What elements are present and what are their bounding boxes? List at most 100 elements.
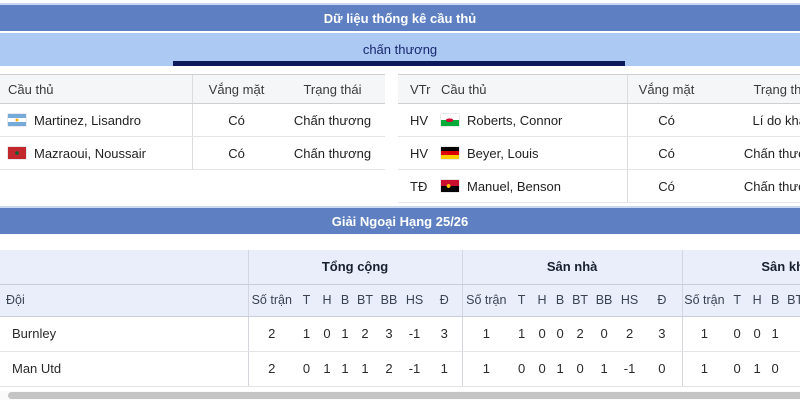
- col-header-matches: Số trận: [681, 284, 727, 317]
- stat-value: 0: [766, 351, 785, 387]
- col-header-wins: T: [295, 284, 318, 317]
- stat-value: 1: [295, 316, 318, 352]
- argentina-flag-icon: [8, 114, 26, 126]
- horizontal-scrollbar-thumb[interactable]: [8, 392, 800, 399]
- col-header-position: VTr: [410, 81, 431, 97]
- league-title: Giải Ngoại Hạng 25/26: [331, 213, 469, 229]
- player-name[interactable]: Manuel, Benson: [467, 178, 561, 194]
- stat-value: 3: [427, 316, 463, 352]
- stat-value: 1: [336, 351, 354, 387]
- player-row[interactable]: TĐ Manuel, Benson Có Chấn thương: [398, 170, 800, 203]
- stat-value: 0: [642, 351, 683, 387]
- status-value: Chấn thương: [293, 145, 372, 161]
- col-header-losses: B: [766, 284, 785, 317]
- stat-value: 0: [533, 351, 552, 387]
- injury-table-left: Cầu thủ Vắng mặt Trạng thái Martinez, Li…: [0, 74, 385, 170]
- team-name[interactable]: Burnley: [12, 326, 57, 341]
- col-header-goals-against: BB: [376, 284, 402, 317]
- col-header-draws: H: [533, 284, 552, 317]
- stat-value: 1: [461, 351, 511, 387]
- position-value: HV: [410, 112, 429, 128]
- morocco-flag-icon: [8, 147, 26, 159]
- player-name[interactable]: Mazraoui, Noussair: [34, 145, 146, 161]
- stat-value: 1: [336, 316, 354, 352]
- col-header-losses: B: [551, 284, 570, 317]
- league-title-bar: Giải Ngoại Hạng 25/26: [0, 206, 800, 234]
- stat-value: 2: [617, 316, 643, 352]
- stat-value: 1: [551, 351, 570, 387]
- stat-value: 1: [748, 351, 767, 387]
- status-value: Chấn thương: [293, 112, 372, 128]
- col-header-player: Cầu thủ: [435, 75, 628, 103]
- col-header-matches: Số trận: [247, 284, 295, 317]
- player-row[interactable]: HV Beyer, Louis Có Chấn thương: [398, 137, 800, 170]
- stat-value: 1: [461, 316, 511, 352]
- germany-flag-icon: [441, 147, 459, 159]
- stat-value: 2: [376, 351, 402, 387]
- stat-value: 2: [247, 351, 295, 387]
- stat-value: 1: [681, 316, 727, 352]
- stat-value: 0: [726, 316, 749, 352]
- col-header-wins: T: [726, 284, 749, 317]
- group-header-total: Tổng cộng: [247, 250, 463, 285]
- stat-value: [784, 351, 800, 387]
- player-name[interactable]: Roberts, Connor: [467, 112, 563, 128]
- status-value: Chấn thương: [743, 145, 800, 161]
- absent-value: Có: [658, 145, 675, 161]
- stat-value: 0: [569, 351, 592, 387]
- stat-value: -1: [617, 351, 643, 387]
- col-header-draws: H: [748, 284, 767, 317]
- col-header-goals-against: BB: [591, 284, 618, 317]
- stat-value: [784, 316, 800, 352]
- stat-value: 3: [376, 316, 402, 352]
- league-standings-table: Tổng cộng Sân nhà Sân khách Đội Số trận …: [0, 250, 800, 387]
- col-header-wins: T: [510, 284, 534, 317]
- stat-value: 0: [726, 351, 749, 387]
- player-name[interactable]: Beyer, Louis: [467, 145, 539, 161]
- col-header-goal-diff: HS: [617, 284, 643, 317]
- angola-flag-icon: [441, 180, 459, 192]
- stats-title: Dữ liệu thống kê cầu thủ: [323, 10, 477, 26]
- team-row[interactable]: Burnley 2 1 0 1 2 3 -1 3 1 1 0 0 2 0 2 3…: [0, 316, 800, 352]
- stat-value: 0: [591, 316, 618, 352]
- absent-value: Có: [658, 112, 675, 128]
- col-header-goals-for: BT: [354, 284, 376, 317]
- absent-value: Có: [228, 112, 245, 128]
- col-header-player: Cầu thủ: [0, 75, 193, 103]
- stat-value: 0: [510, 351, 534, 387]
- active-tab-underline: [173, 61, 625, 66]
- stat-value: 1: [681, 351, 727, 387]
- wales-flag-icon: [441, 114, 459, 126]
- absent-value: Có: [228, 145, 245, 161]
- horizontal-scrollbar-track: [0, 391, 800, 400]
- stats-title-bar: Dữ liệu thống kê cầu thủ: [0, 3, 800, 31]
- tab-injury[interactable]: chấn thương: [0, 33, 800, 66]
- league-group-header-row: Tổng cộng Sân nhà Sân khách: [0, 250, 800, 285]
- col-header-status: Trạng thái: [753, 81, 800, 97]
- group-header-away: Sân khách: [681, 250, 800, 285]
- stat-value: 2: [354, 316, 376, 352]
- group-header-home: Sân nhà: [461, 250, 683, 285]
- stat-value: 2: [569, 316, 592, 352]
- injury-table-right: VTr Cầu thủ Vắng mặt Trạng thái HV Rober…: [398, 74, 800, 203]
- player-name[interactable]: Martinez, Lisandro: [34, 112, 141, 128]
- tab-injury-label: chấn thương: [362, 42, 438, 57]
- team-row[interactable]: Man Utd 2 0 1 1 1 2 -1 1 1 0 0 1 0 1 -1 …: [0, 351, 800, 387]
- stat-value: 1: [510, 316, 534, 352]
- player-row[interactable]: Mazraoui, Noussair Có Chấn thương: [0, 137, 385, 170]
- position-value: TĐ: [410, 178, 428, 194]
- absent-value: Có: [658, 178, 675, 194]
- tab-bar: chấn thương: [0, 33, 800, 66]
- col-header-losses: B: [336, 284, 354, 317]
- player-row[interactable]: HV Roberts, Connor Có Lí do khác: [398, 104, 800, 137]
- stat-value: 3: [642, 316, 683, 352]
- team-name[interactable]: Man Utd: [12, 361, 62, 376]
- col-header-absent: Vắng mặt: [208, 81, 265, 97]
- stat-value: 1: [591, 351, 618, 387]
- player-row[interactable]: Martinez, Lisandro Có Chấn thương: [0, 104, 385, 137]
- injury-table-right-header: VTr Cầu thủ Vắng mặt Trạng thái: [398, 74, 800, 104]
- stat-value: 0: [533, 316, 552, 352]
- col-header-points: Đ: [642, 284, 683, 317]
- col-header-points: Đ: [427, 284, 463, 317]
